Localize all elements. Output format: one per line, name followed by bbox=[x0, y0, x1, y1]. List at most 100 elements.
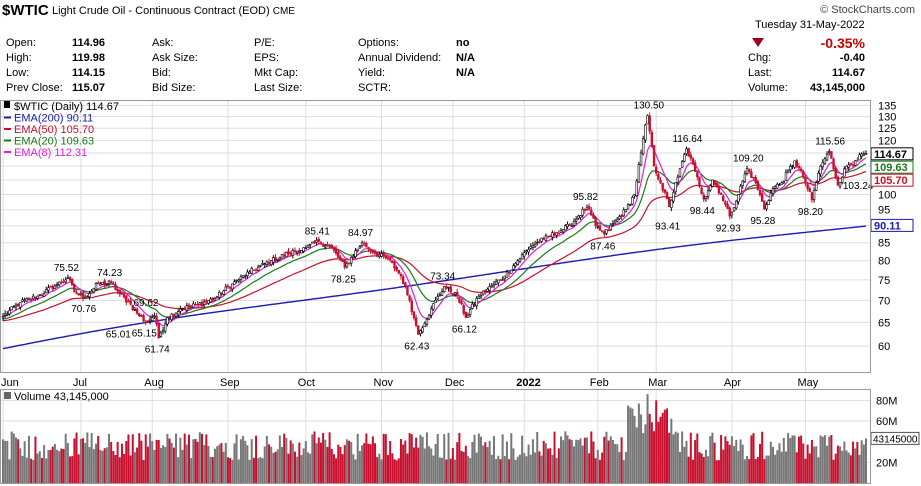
volume-bar bbox=[685, 440, 688, 483]
volume-bar bbox=[464, 445, 467, 483]
price-tick-label: 80 bbox=[878, 256, 890, 268]
candle-body bbox=[88, 293, 91, 298]
volume-bar bbox=[538, 451, 541, 483]
candle-body bbox=[458, 297, 461, 303]
volume-bar bbox=[276, 449, 279, 483]
volume-bar bbox=[832, 459, 835, 483]
candle-body bbox=[81, 292, 85, 299]
volume-bar bbox=[553, 431, 556, 483]
volume-bar bbox=[495, 458, 498, 483]
volume-bar bbox=[741, 444, 744, 483]
candle-body bbox=[96, 282, 100, 285]
candle-body bbox=[181, 308, 184, 310]
candle-body bbox=[735, 200, 738, 209]
volume-bar bbox=[830, 435, 833, 483]
candle-body bbox=[427, 314, 431, 320]
volume-bar bbox=[518, 454, 521, 483]
volume-bar bbox=[581, 445, 584, 483]
volume-bar bbox=[412, 447, 415, 483]
candle-body bbox=[709, 185, 712, 191]
volume-bar bbox=[826, 445, 829, 483]
volume-bar bbox=[709, 436, 712, 483]
volume-bar bbox=[293, 451, 296, 483]
volume-bar bbox=[839, 446, 842, 483]
candle-body bbox=[92, 287, 96, 293]
time-tick-label: Jun bbox=[1, 377, 19, 389]
candle-body bbox=[32, 295, 35, 300]
volume-bar bbox=[624, 451, 627, 483]
candle-body bbox=[784, 172, 788, 181]
candle-body bbox=[105, 283, 109, 285]
candle-body bbox=[432, 303, 435, 310]
candle-body bbox=[644, 124, 647, 141]
volume-bar bbox=[285, 437, 288, 483]
volume-bar bbox=[568, 439, 571, 483]
volume-bar bbox=[497, 455, 500, 483]
candle-body bbox=[213, 297, 217, 301]
candle-body bbox=[672, 192, 675, 202]
volume-bar bbox=[363, 443, 366, 483]
candle-body bbox=[642, 138, 645, 155]
candle-body bbox=[27, 297, 31, 300]
candle-body bbox=[157, 323, 160, 338]
candle-body bbox=[611, 223, 615, 225]
candle-body bbox=[332, 247, 336, 251]
volume-bar bbox=[322, 432, 325, 483]
candle-body bbox=[274, 257, 277, 262]
candle-body bbox=[378, 254, 381, 258]
candle-body bbox=[851, 164, 855, 166]
candle-body bbox=[594, 217, 597, 227]
candle-body bbox=[440, 291, 444, 296]
volume-bar bbox=[810, 439, 813, 483]
candle-body bbox=[613, 220, 617, 224]
candle-body bbox=[311, 241, 314, 244]
legend-entry: $WTIC (Daily) 114.67 bbox=[14, 101, 119, 113]
candle-body bbox=[763, 200, 766, 210]
volume-bar bbox=[603, 436, 606, 483]
volume-bar bbox=[754, 459, 757, 483]
candle-body bbox=[404, 282, 407, 287]
candle-body bbox=[360, 242, 364, 247]
volume-bar bbox=[417, 447, 420, 483]
volume-bar bbox=[179, 437, 182, 483]
time-tick-label: 2022 bbox=[516, 377, 540, 389]
volume-bar bbox=[415, 437, 418, 483]
volume-bar bbox=[144, 434, 147, 483]
candle-body bbox=[397, 269, 401, 274]
candle-body bbox=[598, 225, 602, 231]
volume-bar bbox=[255, 435, 258, 483]
volume-bar bbox=[376, 457, 379, 483]
stockcharts-logo[interactable]: © StockCharts.com bbox=[820, 4, 915, 16]
volume-bar bbox=[317, 437, 320, 483]
candle-body bbox=[215, 296, 219, 298]
volume-bar bbox=[802, 443, 805, 483]
candle-body bbox=[566, 224, 569, 227]
time-tick-label: Oct bbox=[298, 377, 315, 389]
volume-bar bbox=[268, 444, 271, 483]
volume-bar bbox=[220, 443, 223, 483]
candle-body bbox=[265, 261, 269, 265]
candle-body bbox=[412, 311, 416, 319]
volume-bar bbox=[642, 433, 645, 483]
volume-bar bbox=[311, 434, 314, 483]
volume-bar bbox=[136, 447, 139, 483]
candle-body bbox=[148, 318, 152, 322]
candle-body bbox=[430, 308, 433, 316]
volume-bar bbox=[454, 459, 457, 483]
candle-body bbox=[287, 250, 290, 254]
volume-bar bbox=[590, 431, 593, 483]
candle-body bbox=[21, 299, 24, 302]
candle-body bbox=[596, 226, 599, 228]
candle-body bbox=[776, 183, 779, 189]
volume-bar bbox=[246, 445, 249, 483]
ema20-line bbox=[2, 163, 867, 320]
volume-bar bbox=[216, 446, 219, 483]
last-size-label: Last Size: bbox=[254, 82, 303, 94]
candle-body bbox=[620, 215, 623, 217]
volume-bar bbox=[430, 448, 433, 483]
candle-body bbox=[6, 313, 9, 316]
candle-body bbox=[295, 250, 299, 254]
candle-body bbox=[484, 290, 487, 293]
volume-bar bbox=[583, 437, 586, 483]
